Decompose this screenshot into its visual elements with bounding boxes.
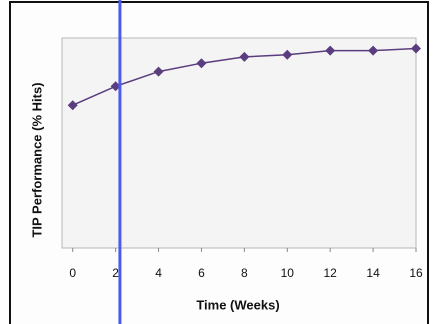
x-tick-label: 14	[366, 266, 380, 280]
point	[325, 45, 336, 56]
x-tick-label: 10	[281, 266, 295, 280]
x-tick-label: 16	[409, 266, 423, 280]
x-tick-label: 12	[324, 266, 338, 280]
x-axis-title: Time (Weeks)	[196, 297, 279, 312]
point	[196, 58, 207, 69]
y-axis-title: TIP Performance (% Hits)	[29, 82, 44, 237]
point	[239, 51, 250, 62]
point	[411, 43, 421, 54]
x-tick-label: 2	[112, 266, 119, 280]
x-tick-label: 6	[198, 266, 205, 280]
point	[282, 49, 293, 60]
x-tick-label: 0	[69, 266, 76, 280]
point	[368, 45, 379, 56]
point	[110, 81, 121, 92]
x-tick-label: 8	[241, 266, 248, 280]
x-tick-label: 4	[155, 266, 162, 280]
plot-area	[61, 37, 417, 249]
point	[67, 100, 78, 111]
point	[153, 66, 164, 77]
